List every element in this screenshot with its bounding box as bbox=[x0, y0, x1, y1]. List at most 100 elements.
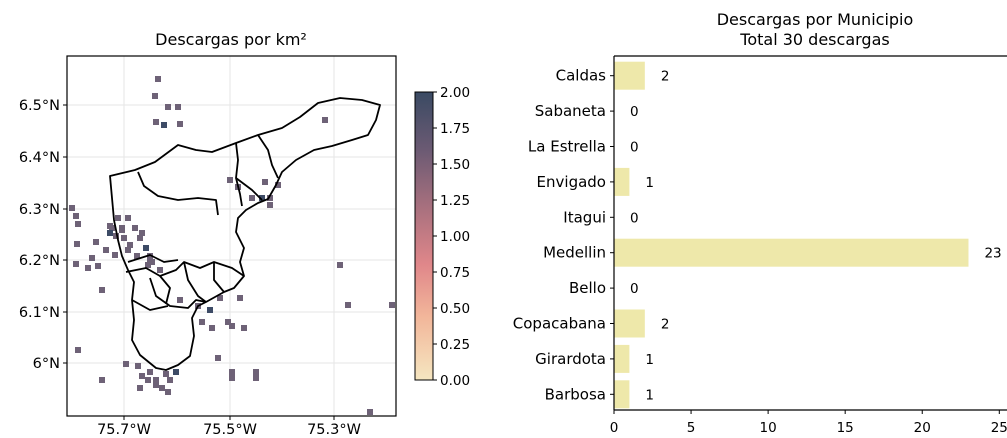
x-tick-label: 0 bbox=[610, 420, 619, 436]
boundary-line-7 bbox=[149, 277, 207, 309]
density-cell bbox=[121, 235, 127, 241]
density-cell bbox=[75, 347, 81, 353]
category-label: Copacabana bbox=[513, 315, 606, 333]
category-label: Girardota bbox=[535, 350, 606, 368]
boundary-line-11 bbox=[131, 299, 169, 311]
density-cell bbox=[152, 93, 158, 99]
bar-value-label: 23 bbox=[984, 246, 1001, 262]
density-cell bbox=[134, 253, 140, 259]
category-label: Barbosa bbox=[545, 385, 606, 403]
density-cell bbox=[175, 104, 181, 110]
density-cell bbox=[139, 373, 145, 379]
map-x-tick-label: 75.7°W bbox=[97, 422, 151, 438]
density-cell bbox=[103, 247, 109, 253]
density-cell bbox=[267, 202, 273, 208]
density-cell bbox=[253, 375, 259, 381]
density-cell bbox=[161, 122, 167, 128]
x-tick-label: 10 bbox=[760, 420, 777, 436]
map-y-tick-label: 6.1°N bbox=[19, 305, 60, 321]
density-cell bbox=[143, 245, 149, 251]
density-cell bbox=[249, 195, 255, 201]
density-cell bbox=[165, 104, 171, 110]
density-cell bbox=[123, 361, 129, 367]
density-cell bbox=[137, 235, 143, 241]
density-cell bbox=[225, 319, 231, 325]
density-cell bbox=[157, 267, 163, 273]
boundary-line-4 bbox=[235, 177, 263, 201]
map-x-ticks: 75.7°W 75.5°W 75.3°W bbox=[97, 416, 361, 438]
density-cell bbox=[337, 262, 343, 268]
density-cell bbox=[165, 389, 171, 395]
density-cell bbox=[135, 363, 141, 369]
colorbar: 0.00 0.25 0.50 0.75 1.00 1.25 1.50 1.75 2.00 bbox=[414, 85, 470, 389]
density-cell bbox=[127, 242, 133, 248]
colorbar-tick-label: 0.25 bbox=[440, 337, 470, 353]
density-cell bbox=[145, 377, 151, 383]
density-cell bbox=[132, 225, 138, 231]
density-cell bbox=[137, 385, 143, 391]
density-cell bbox=[93, 239, 99, 245]
colorbar-tick-label: 1.50 bbox=[440, 157, 470, 173]
boundary-line-9 bbox=[183, 261, 207, 303]
colorbar-tick-label: 1.00 bbox=[440, 229, 470, 245]
discharge-density-cells bbox=[69, 76, 395, 415]
density-cell bbox=[163, 371, 169, 377]
category-labels: Caldas Sabaneta La Estrella Envigado Itagui M… bbox=[513, 67, 614, 403]
bar-value-label: 1 bbox=[645, 387, 654, 403]
density-cell bbox=[267, 195, 273, 201]
density-cell bbox=[177, 121, 183, 127]
density-cell bbox=[99, 287, 105, 293]
density-cell bbox=[99, 377, 105, 383]
density-cell bbox=[74, 241, 80, 247]
density-cell bbox=[73, 213, 79, 219]
density-cell bbox=[159, 385, 165, 391]
colorbar-bar bbox=[414, 91, 434, 381]
density-cell bbox=[125, 247, 131, 253]
colorbar-tick-label: 2.00 bbox=[440, 85, 470, 101]
bar bbox=[614, 238, 969, 267]
x-tick-label: 15 bbox=[837, 420, 854, 436]
map-gridlines bbox=[67, 56, 396, 416]
bar bbox=[614, 309, 645, 338]
map-y-tick-label: 6.2°N bbox=[19, 253, 60, 269]
density-cell bbox=[322, 117, 328, 123]
colorbar-ticks: 0.00 0.25 0.50 0.75 1.00 1.25 1.50 1.75 2.00 bbox=[433, 85, 470, 389]
density-cell bbox=[119, 225, 125, 231]
density-cell bbox=[95, 263, 101, 269]
bar-value-label: 0 bbox=[630, 210, 639, 226]
map-y-tick-label: 6.5°N bbox=[19, 98, 60, 114]
bar-value-labels: 2 0 0 1 0 23 0 2 1 1 bbox=[630, 69, 1002, 404]
map-frame bbox=[66, 55, 397, 417]
category-label: La Estrella bbox=[528, 138, 606, 156]
density-cell bbox=[207, 307, 213, 313]
density-cell bbox=[227, 177, 233, 183]
colorbar-tick-label: 0.00 bbox=[440, 373, 470, 389]
density-cell bbox=[155, 76, 161, 82]
density-cell bbox=[125, 215, 131, 221]
bar-value-label: 2 bbox=[661, 69, 670, 85]
outer-boundary bbox=[109, 97, 381, 371]
boundary-line-2 bbox=[235, 142, 243, 207]
density-cell bbox=[345, 302, 351, 308]
density-cell bbox=[209, 325, 215, 331]
map-y-ticks: 6.5°N 6.4°N 6.3°N 6.2°N 6.1°N 6°N bbox=[19, 98, 67, 372]
density-cell bbox=[107, 230, 113, 236]
density-cell bbox=[153, 377, 159, 383]
density-cell bbox=[153, 119, 159, 125]
density-cell bbox=[199, 319, 205, 325]
density-cell bbox=[69, 205, 75, 211]
colorbar-tick-label: 1.75 bbox=[440, 121, 470, 137]
boundary-line-10 bbox=[213, 262, 225, 293]
bars bbox=[614, 61, 969, 409]
density-cell bbox=[167, 377, 173, 383]
bar bbox=[614, 380, 630, 409]
boundary-line-6 bbox=[127, 254, 179, 263]
bar-value-label: 1 bbox=[645, 175, 654, 191]
density-cell bbox=[112, 252, 118, 258]
colorbar-tick-label: 0.75 bbox=[440, 265, 470, 281]
density-cell bbox=[177, 297, 183, 303]
map-y-tick-label: 6.3°N bbox=[19, 202, 60, 218]
category-label: Caldas bbox=[556, 67, 607, 85]
bar bbox=[614, 61, 645, 90]
